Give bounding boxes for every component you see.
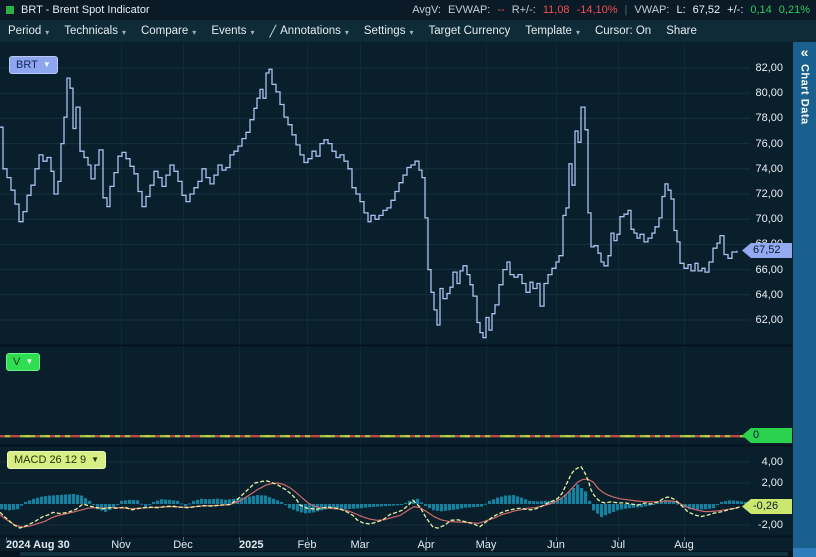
menu-item-label: Cursor: On <box>594 25 652 37</box>
macd-value-tag: -0,26 <box>742 499 792 514</box>
chevron-down-icon: ▾ <box>250 27 255 37</box>
menu-item-compare[interactable]: Compare ▾ <box>141 25 196 37</box>
chevron-down-icon: ▾ <box>409 27 414 37</box>
macd-dropdown[interactable]: MACD 26 12 9 ▼ <box>7 451 107 469</box>
stat-segment: | <box>624 4 628 16</box>
symbol-dropdown-label: BRT <box>16 59 38 71</box>
axis-tick-label: Aug <box>674 539 694 551</box>
scrollbar-thumb[interactable] <box>20 552 788 556</box>
chevron-down-icon: ▾ <box>344 27 349 37</box>
menu-bar: Period ▾ Technicals ▾ Compare ▾ Events ▾ ╱ Annota… <box>0 20 816 42</box>
axis-tick-label: 74,00 <box>755 162 783 175</box>
chart-data-tab-label: Chart Data <box>798 64 811 125</box>
menu-item-label: Events <box>211 25 247 37</box>
axis-tick-label: -2,00 <box>757 519 783 531</box>
chevron-down-icon: ▼ <box>91 455 100 464</box>
macd-dropdown-label: MACD 26 12 9 <box>14 454 87 466</box>
axis-tick-label: 70,00 <box>755 213 783 226</box>
chevron-down-icon: ▾ <box>192 27 197 37</box>
axis-tick-label: 2024 Aug 30 <box>6 539 70 551</box>
stat-segment: -14,10% <box>576 4 618 16</box>
stat-segment: 11,08 <box>542 4 570 16</box>
menu-item-label: Settings <box>363 25 406 37</box>
menu-item-share[interactable]: Share <box>666 25 697 37</box>
chevron-down-icon: ▼ <box>25 357 34 366</box>
volume-zero-tag: 0 <box>742 428 792 443</box>
axis-tick-label: 4,00 <box>761 456 783 468</box>
menu-item-label: Annotations <box>280 25 341 37</box>
collapse-panel-icon[interactable]: « <box>800 44 809 60</box>
stat-segment: +/-: <box>727 4 744 16</box>
axis-tick-label: 2025 <box>239 539 264 551</box>
chart-data-panel-tab[interactable]: « Chart Data <box>793 42 816 557</box>
axis-tick-label: Feb <box>297 539 317 551</box>
volume-dropdown[interactable]: V ▼ <box>6 353 41 371</box>
scrollbar-corner <box>793 548 816 557</box>
volume-dropdown-label: V <box>13 356 21 368</box>
stat-segment: L: <box>676 4 686 16</box>
chart-canvas[interactable] <box>0 42 792 557</box>
axis-tick-label: Jul <box>610 539 626 551</box>
vwap-stats: AvgV: EVWAP: -- R+/-: 11,08 -14,10% | VWAP: L: 67… <box>412 4 810 16</box>
stat-segment: AvgV: <box>412 4 441 16</box>
horizontal-scrollbar[interactable] <box>0 551 793 557</box>
axis-tick-label: 78,00 <box>755 112 783 125</box>
menu-item-annotations[interactable]: ╱ Annotations ▾ <box>270 25 349 38</box>
stat-segment: 0,14 <box>750 4 772 16</box>
menu-item-label: Target Currency <box>428 25 511 37</box>
chevron-down-icon: ▾ <box>121 27 126 37</box>
chevron-down-icon: ▾ <box>575 27 580 37</box>
axis-tick-label: Mar <box>350 539 370 551</box>
chevron-down-icon: ▼ <box>42 60 51 69</box>
axis-tick-label: Apr <box>417 539 435 551</box>
menu-item-cursor-on[interactable]: Cursor: On <box>595 25 651 37</box>
chart-region[interactable]: 82,0080,0078,0076,0074,0072,0070,0068,00… <box>0 42 816 557</box>
axis-tick-label: 62,00 <box>755 314 783 326</box>
menu-item-label: Template <box>525 25 572 37</box>
menu-item-settings[interactable]: Settings ▾ <box>364 25 414 37</box>
menu-item-label: Compare <box>140 25 189 37</box>
axis-tick-label: 66,00 <box>755 263 783 276</box>
title-bar: BRT - Brent Spot Indicator AvgV: EVWAP: --… <box>0 0 816 20</box>
stat-segment: R+/-: <box>511 4 536 16</box>
page-title: BRT - Brent Spot Indicator <box>21 4 150 16</box>
axis-tick-label: 80,00 <box>755 87 783 100</box>
axis-tick-label: Dec <box>173 539 193 551</box>
axis-tick-label: Jun <box>547 539 565 551</box>
axis-tick-label: 72,00 <box>755 188 783 200</box>
menu-item-label: Share <box>666 25 697 37</box>
stat-segment: 67,52 <box>692 4 721 16</box>
axis-tick-label: 82,00 <box>755 62 783 74</box>
symbol-dropdown[interactable]: BRT ▼ <box>9 56 58 74</box>
stat-segment: 0,21% <box>778 4 810 16</box>
axis-tick-label: 64,00 <box>755 288 783 301</box>
menu-item-target-currency[interactable]: Target Currency <box>428 25 510 37</box>
stat-segment: EVWAP: <box>447 4 491 16</box>
menu-item-events[interactable]: Events ▾ <box>211 25 254 37</box>
menu-item-template[interactable]: Template ▾ <box>525 25 580 37</box>
menu-item-label: Technicals <box>64 25 118 37</box>
axis-tick-label: May <box>475 539 497 551</box>
last-price-tag: 67,52 <box>742 243 792 258</box>
menu-item-technicals[interactable]: Technicals ▾ <box>64 25 126 37</box>
chevron-down-icon: ▾ <box>45 27 50 37</box>
diagonal-line-icon: ╱ <box>269 25 277 38</box>
symbol-status-icon <box>6 6 14 14</box>
stat-segment: -- <box>497 4 505 16</box>
axis-tick-label: Nov <box>111 539 131 551</box>
axis-tick-label: 2,00 <box>761 477 783 489</box>
menu-item-period[interactable]: Period ▾ <box>8 25 49 37</box>
stat-segment: VWAP: <box>634 4 670 16</box>
menu-item-label: Period <box>8 25 42 37</box>
axis-tick-label: 76,00 <box>755 137 783 150</box>
